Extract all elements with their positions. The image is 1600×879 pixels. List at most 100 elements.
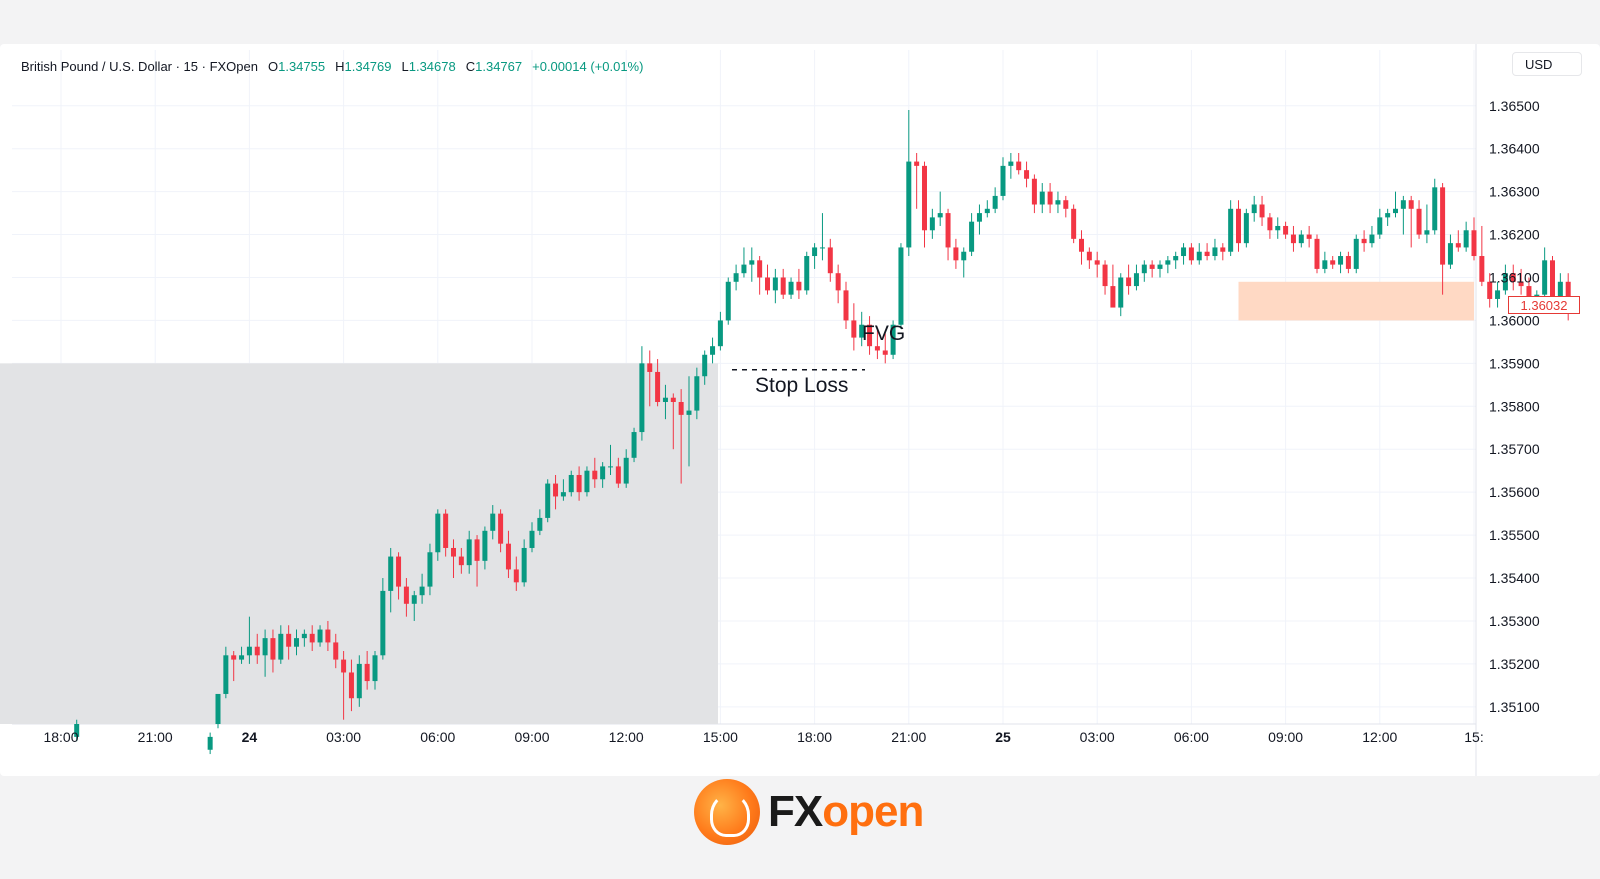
candle-body <box>1432 187 1438 231</box>
candle-body <box>662 397 668 402</box>
candle-body <box>1369 234 1375 244</box>
candle-body <box>623 457 629 484</box>
candle-body <box>1290 234 1296 244</box>
price-axis[interactable]: 1.36500 1.36400 1.36300 1.36200 1.36100 1.360… <box>1489 98 1540 715</box>
candle-body <box>1251 204 1257 214</box>
candle <box>906 110 912 257</box>
candle-body <box>835 273 841 291</box>
candle-body <box>1353 238 1359 269</box>
candle <box>647 350 653 407</box>
candle <box>246 616 252 664</box>
time-axis[interactable]: 18:00 21:00 24 03:00 06:00 09:00 12:00 15:00 18:… <box>43 729 1483 745</box>
symbol-header: British Pound / U.S. Dollar · 15 · FXOpe… <box>21 56 643 76</box>
price-tick-label: 1.35600 <box>1489 484 1540 500</box>
candle-body <box>882 350 888 355</box>
price-tick-label: 1.36300 <box>1489 184 1540 200</box>
candle <box>1047 183 1053 214</box>
candle-body <box>1016 161 1022 171</box>
time-tick-label: 15: <box>1464 729 1483 745</box>
candle-body <box>1502 273 1508 291</box>
candle <box>1518 268 1524 295</box>
candle-body <box>215 693 221 724</box>
time-tick-label: 21:00 <box>138 729 173 745</box>
ohlc-open-label: O <box>267 58 279 74</box>
price-tick-label: 1.35900 <box>1489 355 1540 371</box>
candle <box>741 247 747 278</box>
candle-body <box>647 363 653 372</box>
candle <box>1440 183 1446 295</box>
candle-body <box>498 513 504 544</box>
ohlc-low: L 1.34678 <box>402 59 456 74</box>
candle <box>239 646 245 664</box>
candle-body <box>1188 247 1194 261</box>
time-tick-label: 18:00 <box>43 729 78 745</box>
candle <box>505 530 511 579</box>
candle-body <box>678 402 684 415</box>
candle-body <box>568 474 574 493</box>
candle-body <box>1463 230 1469 248</box>
price-tick-label: 1.36500 <box>1489 98 1540 114</box>
candle-body <box>1259 204 1265 218</box>
candle-body <box>466 539 472 566</box>
candle <box>1455 230 1461 252</box>
candle-body <box>451 547 456 557</box>
candle-body <box>380 590 386 656</box>
time-tick-label: 09:00 <box>514 729 549 745</box>
candle-body <box>874 346 880 351</box>
candle <box>356 655 362 707</box>
candle <box>1400 195 1406 235</box>
candles <box>74 110 1571 755</box>
candle-body <box>1408 200 1414 209</box>
candle-body <box>246 646 252 656</box>
candle-body <box>1071 208 1077 239</box>
candle-body <box>490 513 496 531</box>
ohlc-close-label: C <box>465 58 476 74</box>
fxopen-wordmark: FXopen <box>768 787 924 837</box>
candle <box>1416 200 1422 239</box>
candle <box>1322 251 1328 274</box>
candle <box>1479 225 1485 287</box>
candle <box>364 651 370 690</box>
fvg-zone <box>1238 281 1474 321</box>
candle <box>655 359 661 407</box>
candle <box>482 526 488 570</box>
candle-body <box>702 354 708 377</box>
candle <box>1267 213 1273 239</box>
candle <box>662 384 668 420</box>
candle-body <box>1275 225 1281 231</box>
candle-body <box>1526 286 1532 304</box>
candle <box>451 539 456 579</box>
candle <box>1259 195 1265 226</box>
candle <box>341 651 347 720</box>
candle <box>396 552 402 600</box>
candle-body <box>1416 208 1422 235</box>
candle <box>443 509 449 557</box>
candle-body <box>1440 187 1446 265</box>
ohlc-open-value: 1.34755 <box>278 58 326 74</box>
candle <box>678 389 684 484</box>
candle <box>929 208 935 239</box>
candle-body <box>1393 208 1398 214</box>
candle-body <box>686 410 692 415</box>
candle <box>757 256 763 295</box>
candle <box>969 213 975 257</box>
candle <box>1079 230 1084 265</box>
candle-body <box>639 363 645 433</box>
candle <box>867 316 873 355</box>
candle <box>961 247 967 278</box>
candle-body <box>1133 273 1139 287</box>
candle-body <box>529 530 535 548</box>
currency-selector[interactable]: USD <box>1512 52 1582 76</box>
candle <box>1188 243 1194 265</box>
candle-body <box>725 281 731 321</box>
candle-body <box>741 264 747 274</box>
candle <box>1181 243 1187 265</box>
candle-body <box>757 260 763 278</box>
candle <box>874 329 880 360</box>
candle-body <box>1024 170 1030 179</box>
candle-body <box>1330 260 1336 265</box>
candle-body <box>341 659 347 673</box>
fxopen-logo: FXopen <box>694 778 924 846</box>
candle-body <box>1455 243 1461 248</box>
